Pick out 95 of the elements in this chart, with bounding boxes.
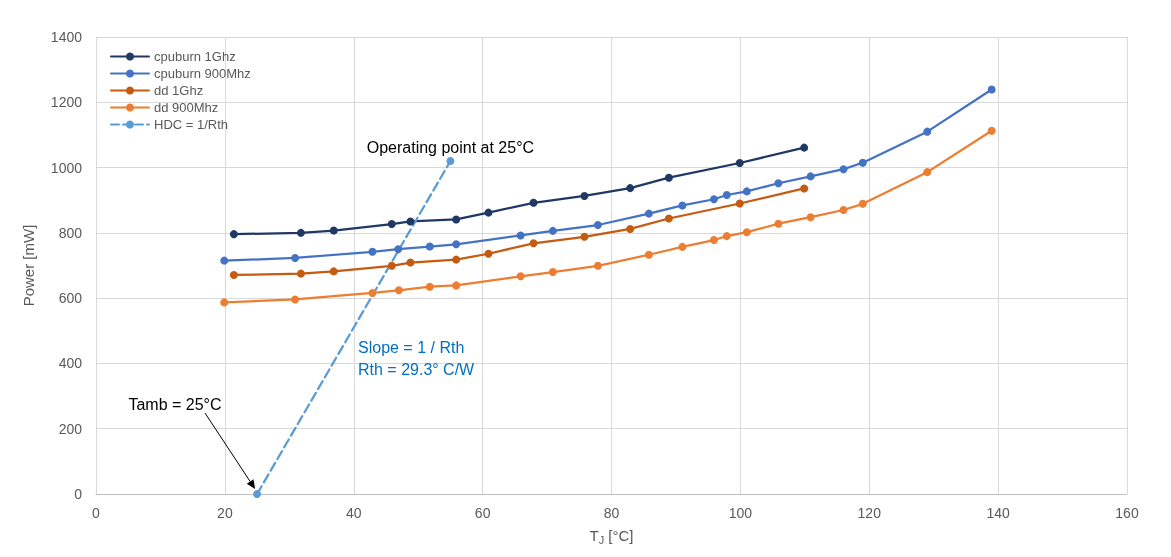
point: [644, 250, 653, 259]
point: [329, 267, 338, 276]
point: [253, 490, 262, 498]
x-tick-label: 60: [474, 505, 491, 521]
point: [644, 209, 653, 218]
x-tick-label: 100: [728, 505, 753, 521]
point: [678, 242, 687, 251]
point: [593, 221, 602, 230]
point: [425, 242, 434, 251]
legend-label: dd 900Mhz: [154, 100, 219, 115]
point: [626, 184, 635, 193]
point: [291, 295, 300, 304]
y-tick-label: 1000: [50, 159, 83, 176]
y-tick-label: 0: [74, 486, 83, 502]
legend-label: cpuburn 1Ghz: [154, 49, 236, 64]
point: [709, 195, 718, 204]
x-tick-label: 120: [857, 505, 882, 521]
x-tick-label: 140: [986, 505, 1011, 521]
legend-label: cpuburn 900Mhz: [154, 66, 251, 81]
y-tick-label: 400: [58, 355, 83, 372]
point: [923, 127, 932, 136]
point: [229, 270, 238, 279]
x-tick-label: 80: [603, 505, 620, 521]
point: [452, 281, 461, 290]
point: [452, 255, 461, 264]
point: [987, 85, 996, 94]
point: [529, 239, 538, 248]
point: [593, 261, 602, 270]
legend-label: dd 1Ghz: [154, 83, 204, 98]
y-tick-label: 800: [58, 224, 83, 241]
x-tick-label: 20: [217, 505, 233, 521]
point: [774, 179, 783, 188]
point: [664, 214, 673, 223]
point: [296, 269, 305, 278]
point: [678, 201, 687, 210]
point: [987, 126, 996, 135]
point: [735, 159, 744, 167]
annotation: Tamb = 25°C: [128, 395, 222, 413]
point: [291, 253, 300, 262]
point: [626, 224, 635, 233]
point: [742, 187, 751, 196]
y-tick-label: 1200: [50, 94, 83, 111]
point: [529, 198, 538, 207]
point: [220, 256, 229, 265]
point: [858, 199, 867, 208]
point: [394, 286, 403, 295]
point: [806, 172, 815, 181]
point: [446, 157, 455, 166]
point: [774, 219, 783, 228]
point: [722, 190, 731, 199]
x-tick-label: 0: [92, 505, 101, 521]
point: [548, 268, 557, 277]
point: [368, 288, 377, 297]
point: [229, 230, 238, 239]
point: [580, 191, 589, 200]
legend-label: HDC = 1/Rth: [154, 117, 229, 132]
annotation: Rth = 29.3° C/W: [358, 360, 476, 378]
point: [839, 206, 848, 214]
point: [484, 208, 493, 217]
annotation: Operating point at 25°C: [366, 138, 535, 156]
y-tick-label: 200: [58, 420, 83, 437]
point: [329, 226, 338, 235]
point: [839, 165, 848, 174]
y-axis-title: Power [mW]: [20, 224, 37, 307]
point: [452, 240, 461, 249]
point: [516, 231, 525, 240]
point: [452, 215, 461, 224]
point: [664, 173, 673, 182]
y-tick-label: 1400: [50, 29, 83, 45]
point: [580, 232, 589, 241]
point: [484, 249, 493, 258]
point: [735, 199, 744, 208]
point: [394, 245, 403, 254]
point: [742, 228, 751, 237]
point: [425, 282, 434, 291]
x-tick-label: 40: [345, 505, 362, 521]
point: [858, 158, 867, 167]
point: [722, 232, 731, 241]
y-tick-label: 600: [58, 290, 83, 307]
point: [406, 258, 415, 267]
point: [220, 298, 229, 307]
x-tick-label: 160: [1115, 505, 1139, 521]
point: [387, 261, 396, 270]
point: [806, 213, 815, 222]
point: [800, 184, 809, 193]
point: [406, 217, 415, 226]
point: [387, 220, 396, 229]
point: [296, 228, 305, 237]
point: [516, 272, 525, 281]
point: [800, 143, 809, 152]
point: [368, 247, 377, 256]
point: [548, 226, 557, 235]
point: [709, 236, 718, 245]
annotation: Slope = 1 / Rth: [358, 338, 465, 356]
point: [923, 168, 932, 177]
